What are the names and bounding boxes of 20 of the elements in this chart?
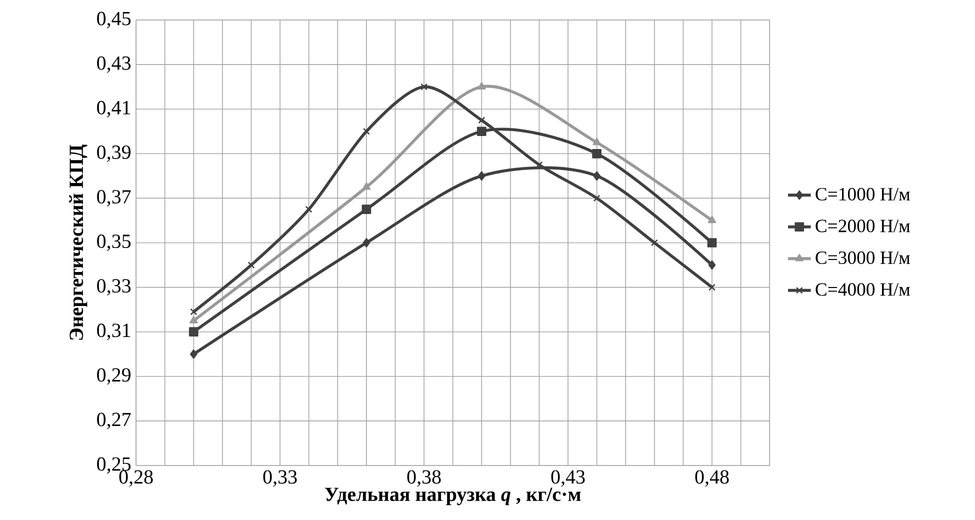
y-tick-label: 0,43: [97, 56, 131, 73]
x-tick-label: 0,38: [407, 470, 441, 486]
x-tick-label: 0,43: [551, 470, 585, 486]
legend-label: C=4000 Н/м: [816, 283, 910, 296]
y-tick-label: 0,31: [97, 324, 130, 340]
y-tick-label: 0,35: [97, 234, 131, 251]
legend-label: C=1000 Н/м: [816, 188, 910, 200]
y-tick-label: 0,39: [97, 145, 131, 162]
y-tick-label: 0,45: [97, 12, 131, 28]
x-tick-label: 0,48: [695, 470, 729, 486]
legend-label: C=3000 Н/м: [816, 251, 910, 264]
y-tick-label: 0,41: [97, 100, 130, 118]
legend-label: C=2000 Н/м: [816, 220, 910, 232]
y-tick-label: 0,29: [97, 368, 131, 384]
y-axis-title: Энергетический КПД: [69, 144, 88, 340]
y-tick-label: 0,33: [97, 279, 131, 296]
y-tick-label: 0,37: [97, 190, 131, 206]
x-axis-title: Удельная нагрузка q , кг/с·м: [324, 488, 581, 506]
x-tick-label: 0,33: [263, 470, 297, 486]
y-tick-label: 0,27: [97, 412, 131, 430]
